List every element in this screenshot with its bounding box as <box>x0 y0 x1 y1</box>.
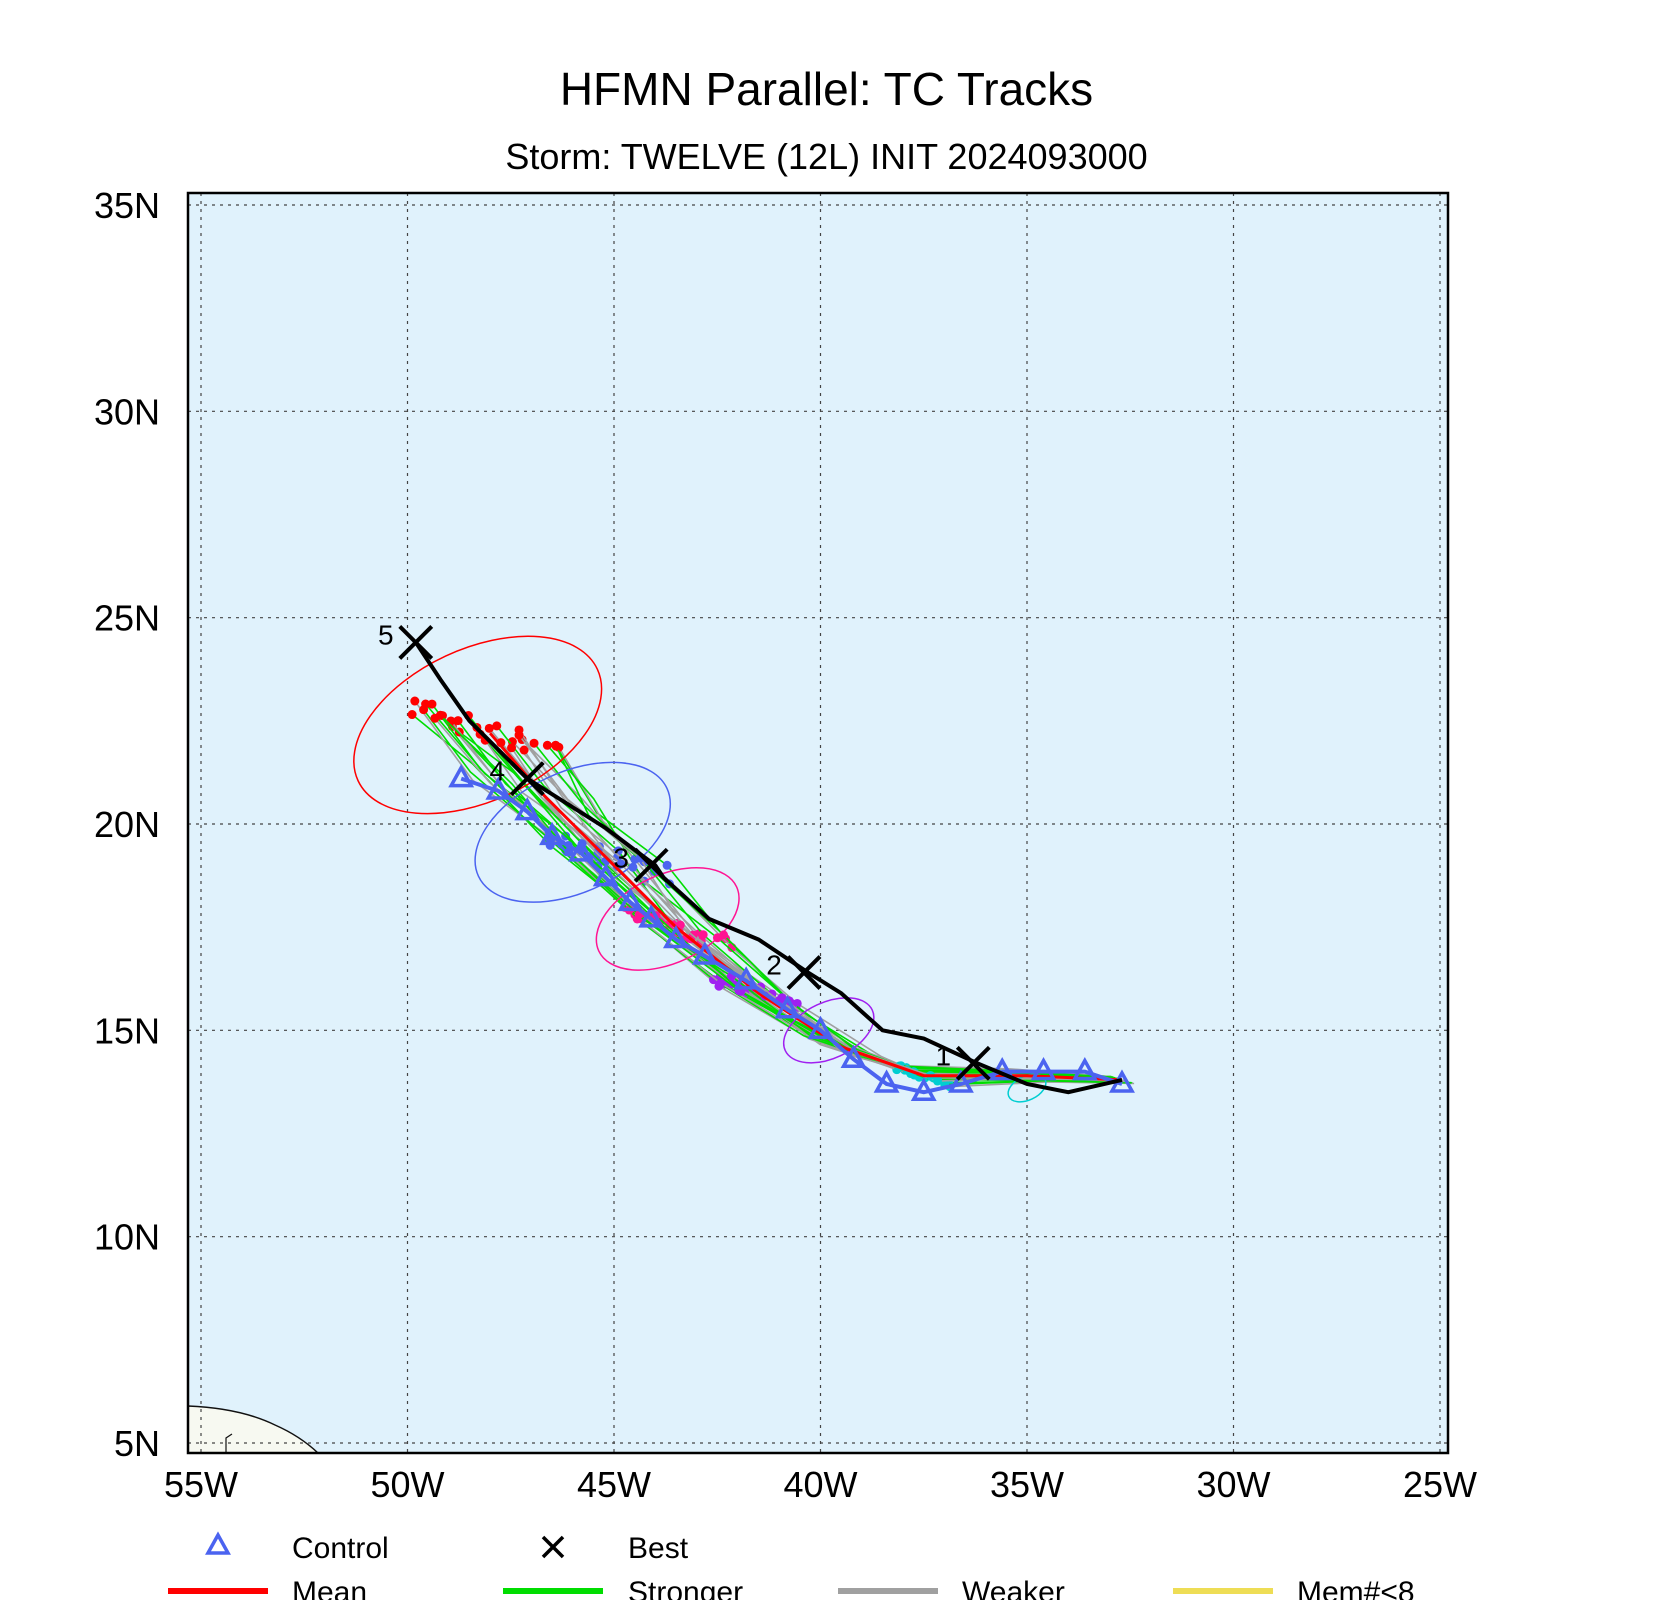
ensemble-day-dot <box>564 847 574 857</box>
ensemble-day-dot <box>435 710 445 720</box>
control-triangle-marker <box>662 924 689 949</box>
land-region <box>188 1405 320 1453</box>
ensemble-day-dot <box>932 1076 942 1086</box>
control-triangle-marker <box>1030 1056 1057 1081</box>
control-triangle-marker <box>840 1044 867 1068</box>
best-day-label: 4 <box>489 756 505 787</box>
uncertainty-circles <box>353 635 1047 1103</box>
grid-lines <box>188 193 1448 1453</box>
chart-title: HFMN Parallel: TC Tracks <box>559 63 1094 115</box>
x-tick-label: 40W <box>783 1464 857 1505</box>
ensemble-day-dot <box>628 862 638 872</box>
y-tick-label: 20N <box>94 804 160 845</box>
control-triangle-marker <box>638 904 665 928</box>
legend: Control Best Mean Stronger Weaker Mem#<8 <box>168 1531 1415 1600</box>
plot-frame <box>186 191 1450 1455</box>
control-triangle-marker <box>774 995 801 1019</box>
ensemble-day-dot <box>529 738 539 748</box>
legend-label: Best <box>628 1532 689 1565</box>
ensemble-day-dot <box>542 740 552 750</box>
ensemble-day-dot <box>519 745 529 755</box>
control-triangle-marker <box>485 776 512 800</box>
ensemble-day-dot <box>410 696 420 706</box>
legend-control-icon <box>205 1531 231 1555</box>
chart-subtitle: Storm: TWELVE (12L) INIT 2024093000 <box>505 136 1148 177</box>
y-axis-ticks: 35N 30N 25N 20N 15N 10N 5N <box>94 185 160 1464</box>
legend-label: Weaker <box>962 1576 1065 1600</box>
x-tick-label: 30W <box>1196 1464 1270 1505</box>
x-axis-ticks: 55W 50W 45W 40W 35W 30W 25W <box>164 1464 1477 1505</box>
best-day-label: 1 <box>936 1040 952 1071</box>
control-triangle-marker <box>539 821 566 846</box>
ensemble-day-dot <box>514 730 524 740</box>
control-triangle-marker <box>873 1069 900 1093</box>
uncertainty-ellipse <box>782 997 875 1064</box>
ensemble-day-dot <box>616 859 626 869</box>
legend-best-icon <box>541 1535 565 1559</box>
ensemble-day-dot <box>427 699 437 709</box>
best-x-marker <box>786 955 822 990</box>
best-track: 1 2 3 4 5 <box>378 619 1123 1095</box>
ensemble-day-dot <box>453 716 463 726</box>
x-tick-label: 35W <box>990 1464 1064 1505</box>
best-track-line <box>414 641 1123 1095</box>
best-day-label: 3 <box>613 842 629 873</box>
best-x-marker <box>398 625 434 660</box>
ensemble-day-dot <box>719 930 729 940</box>
ensemble-day-dot <box>698 930 708 940</box>
control-triangle-marker <box>807 1015 834 1040</box>
control-triangle-marker <box>567 838 594 862</box>
x-tick-label: 25W <box>1403 1464 1477 1505</box>
uncertainty-ellipse <box>474 761 672 903</box>
y-tick-label: 15N <box>94 1010 160 1051</box>
uncertainty-ellipse <box>595 866 740 971</box>
control-triangle-marker <box>514 797 541 821</box>
control-triangle-marker <box>592 863 619 887</box>
ensemble-day-dot <box>716 978 726 988</box>
ensemble-day-dot <box>662 860 672 870</box>
x-tick-label: 50W <box>370 1464 444 1505</box>
legend-label: Mem#<8 <box>1297 1576 1415 1600</box>
control-triangle-marker <box>617 887 644 912</box>
ensemble-day-dot <box>507 743 517 753</box>
ensemble-day-dot <box>419 705 429 715</box>
control-triangle-marker <box>947 1069 974 1093</box>
legend-label: Mean <box>292 1576 367 1600</box>
y-tick-label: 25N <box>94 598 160 639</box>
control-triangle-marker <box>910 1077 937 1101</box>
ensemble-day-dot <box>593 847 603 857</box>
best-day-label: 2 <box>766 950 782 981</box>
control-triangle-marker <box>733 966 760 990</box>
ocean-background <box>188 193 1448 1453</box>
control-triangle-marker <box>1071 1056 1098 1081</box>
y-tick-label: 10N <box>94 1217 160 1258</box>
best-x-marker <box>509 761 545 797</box>
ensemble-day-dot <box>708 975 718 985</box>
ensemble-day-dot <box>551 741 561 751</box>
uncertainty-ellipse <box>353 635 603 815</box>
best-x-marker <box>633 847 669 883</box>
control-triangle-marker <box>691 941 718 965</box>
ensemble-day-dot <box>492 721 502 731</box>
ensemble-day-dot <box>407 710 417 720</box>
x-tick-label: 55W <box>164 1464 238 1505</box>
y-tick-label: 5N <box>114 1423 160 1464</box>
best-x-marker <box>955 1045 991 1081</box>
legend-label: Stronger <box>628 1576 743 1600</box>
legend-label: Control <box>292 1532 389 1565</box>
best-day-label: 5 <box>378 619 394 650</box>
y-tick-label: 35N <box>94 185 160 226</box>
control-triangle-marker <box>448 764 475 788</box>
ensemble-day-dot <box>484 723 494 733</box>
y-tick-label: 30N <box>94 391 160 432</box>
x-tick-label: 45W <box>577 1464 651 1505</box>
